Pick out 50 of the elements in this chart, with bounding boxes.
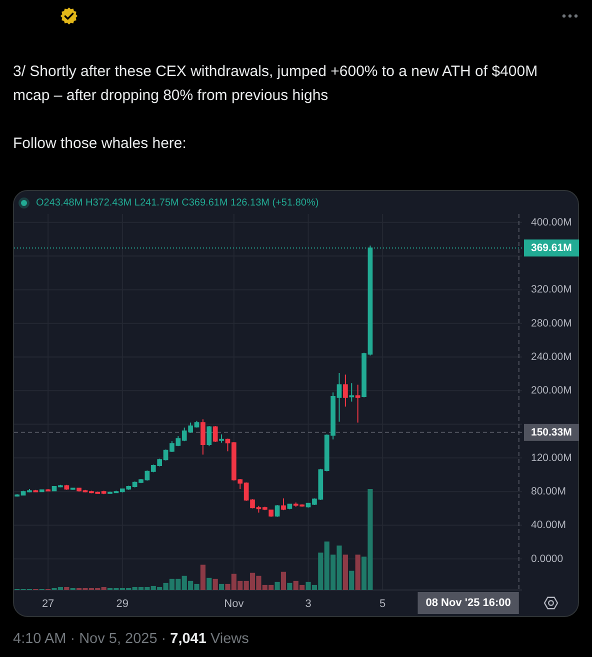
y-tick-label: 200.00M — [531, 384, 572, 397]
x-tick-label: 3 — [305, 598, 312, 610]
candlestick — [206, 425, 212, 447]
text: O243.48M H372.43M L241.75M C369.61M 126.13M (+51.80%) — [36, 198, 319, 208]
candlestick — [268, 510, 274, 518]
bar — [274, 582, 280, 590]
bar — [218, 584, 224, 590]
candlestick — [70, 488, 76, 490]
bar — [212, 578, 218, 590]
text: Views — [210, 631, 249, 647]
chart-subtitle: Follow those whales here: — [13, 135, 186, 152]
candlestick — [212, 425, 218, 442]
candlestick — [274, 504, 280, 518]
y-tick-label: 280.00M — [531, 317, 572, 330]
bar — [206, 578, 212, 590]
candlestick — [39, 489, 44, 492]
y-tick-label: 240.00M — [531, 351, 572, 363]
candlestick — [219, 434, 224, 444]
candlestick — [33, 489, 38, 492]
candlestick — [287, 504, 292, 510]
y-tick-label: 80.00M — [531, 486, 566, 498]
bar — [287, 582, 292, 590]
text: 7,041 — [170, 631, 206, 647]
bar — [200, 564, 206, 590]
candlestick — [281, 498, 286, 511]
y-tick-label: 400.00M — [531, 216, 572, 228]
x-tick-label: 29 — [116, 598, 129, 610]
ref-line-label: 150.33M — [531, 426, 572, 438]
y-tick-label: 320.00M — [531, 284, 572, 296]
bar — [64, 586, 70, 590]
bar — [342, 554, 348, 590]
y-tick-label: 40.00M — [531, 519, 566, 532]
text: 4:10 AM · Nov 5, 2025 · — [13, 631, 166, 647]
bar — [349, 570, 354, 590]
candlestick — [349, 382, 354, 402]
y-tick-label: 0.0000 — [531, 552, 564, 565]
candlestick — [46, 488, 50, 492]
chart-title: 3/ Shortly after these CEX withdrawals, jumped +600% to a new ATH of $400M mcap – after dropping 80% from previous highs — [13, 63, 538, 104]
candlestick — [355, 384, 360, 424]
ref-line-label: 08 Nov '25 16:00 — [426, 597, 511, 609]
bar — [280, 572, 286, 590]
ref-line-label: 369.61M — [531, 242, 572, 254]
x-tick-label: 5 — [380, 598, 386, 610]
x-tick-label: 27 — [42, 598, 54, 610]
y-tick-label: 120.00M — [531, 452, 572, 464]
candlestick — [200, 418, 206, 456]
candlestick — [343, 374, 348, 408]
x-tick-label: Nov — [224, 598, 244, 610]
candlestick — [64, 484, 70, 490]
bar — [355, 554, 360, 590]
